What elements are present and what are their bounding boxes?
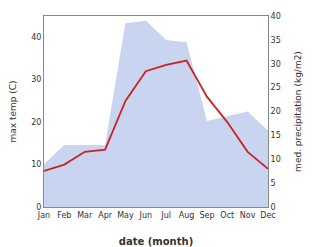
svg-text:Mar: Mar: [77, 211, 93, 220]
svg-text:25: 25: [271, 83, 281, 92]
svg-text:May: May: [117, 211, 134, 220]
svg-text:Jun: Jun: [139, 211, 153, 220]
svg-text:10: 10: [271, 155, 281, 164]
svg-text:Aug: Aug: [179, 211, 195, 220]
svg-text:max temp (C): max temp (C): [8, 80, 18, 142]
svg-text:40: 40: [31, 33, 41, 42]
svg-text:Jan: Jan: [37, 211, 50, 220]
svg-text:15: 15: [271, 131, 281, 140]
svg-text:20: 20: [31, 118, 41, 127]
svg-text:35: 35: [271, 36, 281, 45]
svg-text:0: 0: [36, 203, 41, 212]
svg-text:10: 10: [31, 160, 41, 169]
svg-text:Jul: Jul: [160, 211, 171, 220]
svg-text:Apr: Apr: [98, 211, 113, 220]
svg-text:5: 5: [271, 179, 276, 188]
svg-text:30: 30: [271, 60, 281, 69]
svg-text:Sep: Sep: [199, 211, 214, 220]
svg-text:30: 30: [31, 75, 41, 84]
svg-text:20: 20: [271, 107, 281, 116]
svg-text:Nov: Nov: [240, 211, 256, 220]
svg-text:date (month): date (month): [119, 236, 193, 247]
svg-text:Oct: Oct: [220, 211, 234, 220]
svg-text:Feb: Feb: [57, 211, 71, 220]
svg-text:40: 40: [271, 12, 281, 21]
svg-text:Dec: Dec: [260, 211, 275, 220]
svg-text:0: 0: [271, 203, 276, 212]
svg-text:med. precipitation (kg/m2): med. precipitation (kg/m2): [293, 51, 303, 172]
